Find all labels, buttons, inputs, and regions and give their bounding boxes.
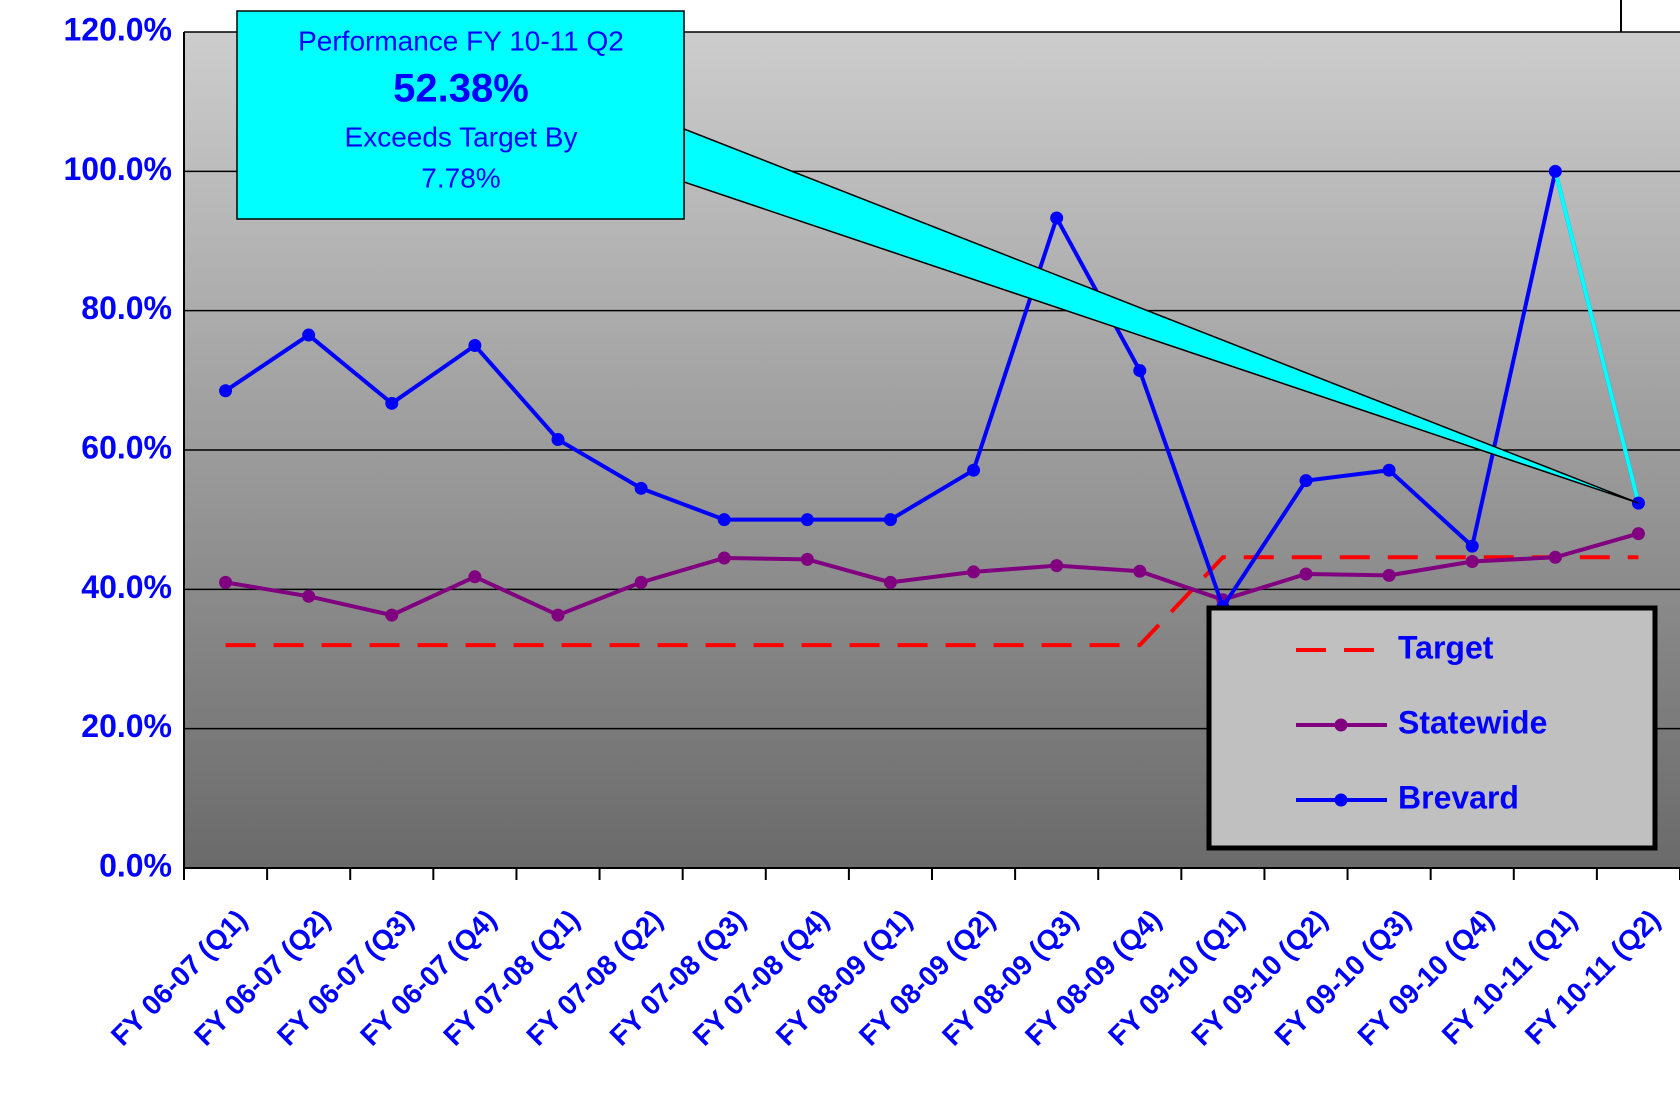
marker: [800, 552, 814, 566]
marker: [1631, 527, 1645, 541]
marker: [551, 433, 565, 447]
y-tick-label: 20.0%: [81, 708, 172, 744]
marker: [717, 513, 731, 527]
callout-text: 7.78%: [421, 162, 500, 193]
marker: [219, 575, 233, 589]
marker: [1050, 559, 1064, 573]
marker: [967, 463, 981, 477]
highlight-segment: [1553, 170, 1641, 504]
legend-marker: [1334, 793, 1348, 807]
marker: [800, 513, 814, 527]
marker: [1133, 364, 1147, 378]
marker: [1299, 474, 1313, 488]
marker: [967, 565, 981, 579]
legend-label: Brevard: [1398, 779, 1519, 815]
marker: [1050, 211, 1064, 225]
marker: [634, 481, 648, 495]
marker: [302, 589, 316, 603]
series-line: [224, 170, 1641, 612]
series-line: [225, 555, 1639, 648]
legend-marker: [1334, 718, 1348, 732]
legend-box: [1206, 605, 1658, 851]
y-tick-label: 0.0%: [99, 847, 172, 883]
marker: [1382, 463, 1396, 477]
marker: [1299, 567, 1313, 581]
marker: [385, 608, 399, 622]
callout-text: 52.38%: [393, 67, 529, 111]
y-tick-label: 100.0%: [63, 151, 172, 187]
marker: [1548, 164, 1562, 178]
marker: [468, 339, 482, 352]
marker: [634, 575, 648, 589]
callout-text: Exceeds Target By: [345, 121, 578, 152]
callout-text: Performance FY 10-11 Q2: [298, 25, 624, 56]
marker: [1548, 550, 1562, 564]
y-tick-label: 40.0%: [81, 569, 172, 605]
marker: [219, 384, 233, 398]
marker: [1465, 539, 1479, 553]
marker: [302, 328, 316, 342]
y-tick-label: 120.0%: [63, 11, 172, 47]
marker: [883, 575, 897, 589]
marker: [717, 551, 731, 565]
legend-label: Target: [1398, 629, 1494, 665]
y-tick-label: 80.0%: [81, 290, 172, 326]
marker: [385, 396, 399, 410]
series-line: [225, 531, 1639, 618]
marker: [551, 608, 565, 622]
marker: [1465, 554, 1479, 568]
legend-label: Statewide: [1398, 704, 1547, 740]
callout-box: [236, 10, 685, 220]
marker: [1133, 564, 1147, 578]
y-tick-label: 60.0%: [81, 429, 172, 465]
marker: [883, 513, 897, 527]
marker: [1382, 568, 1396, 582]
marker: [468, 570, 482, 584]
